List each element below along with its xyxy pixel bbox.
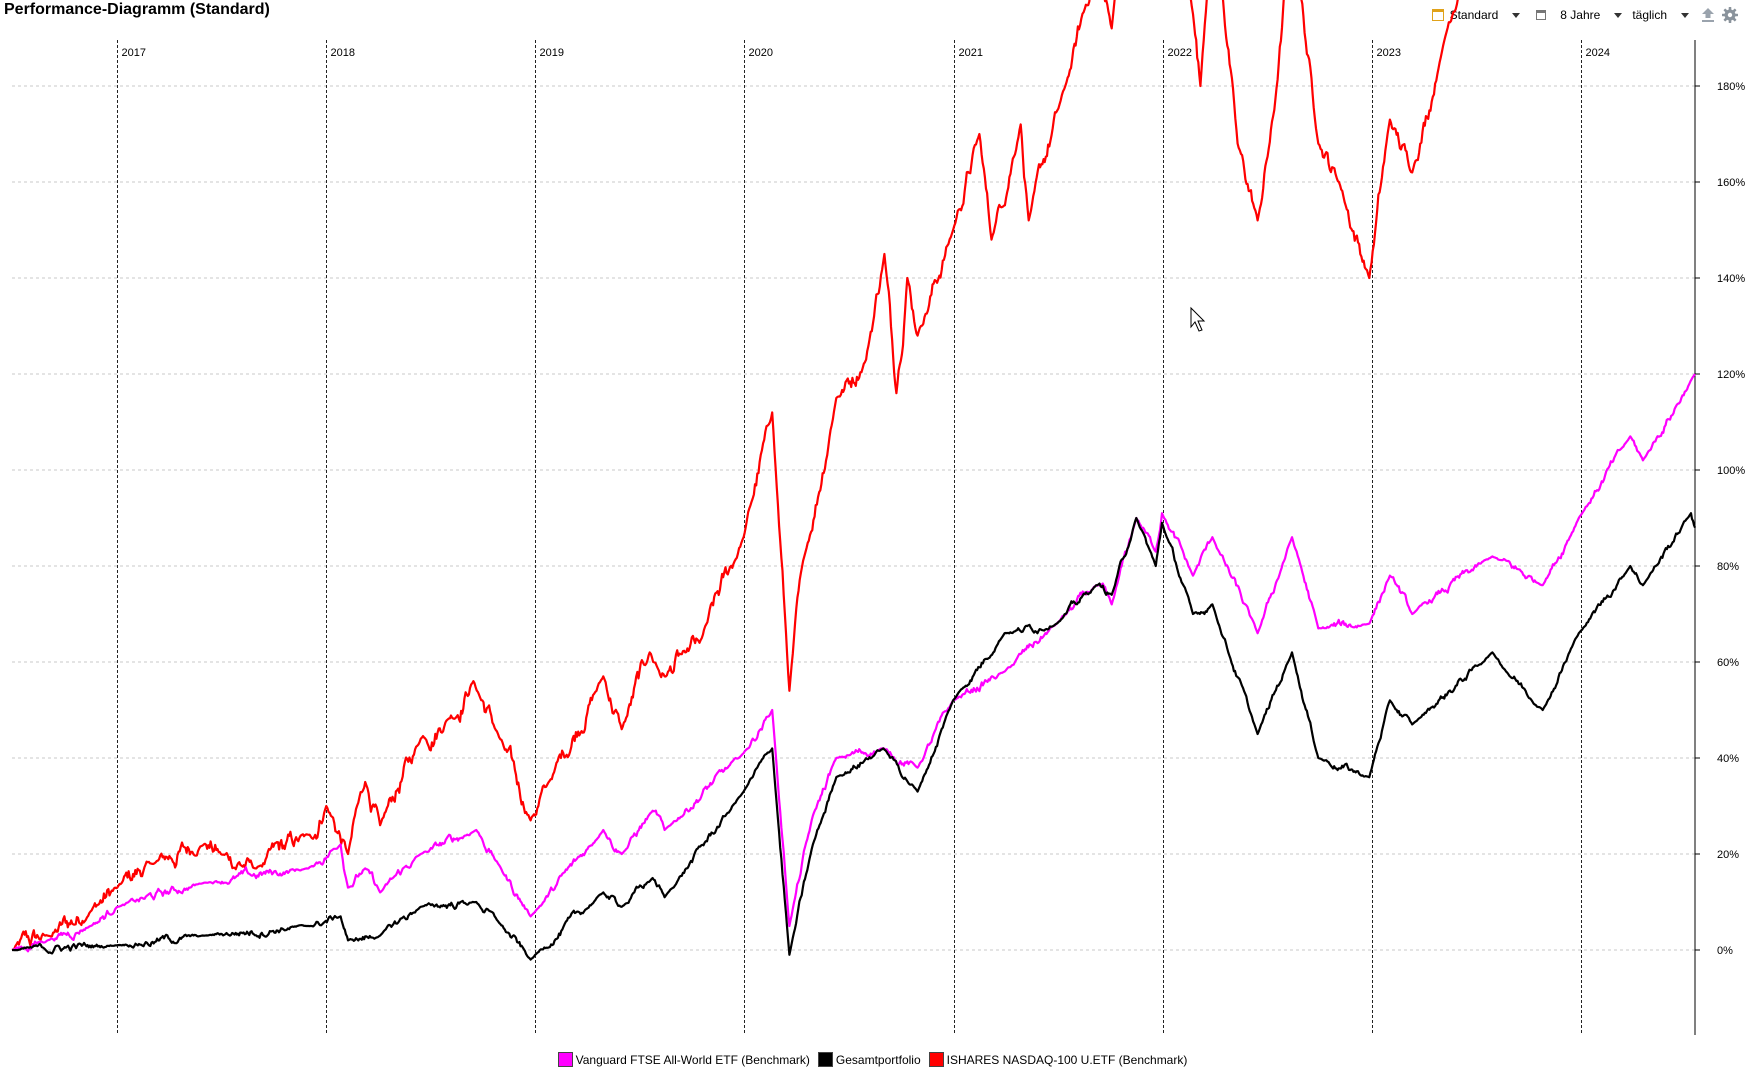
chart-legend: Vanguard FTSE All-World ETF (Benchmark) … xyxy=(0,1052,1745,1067)
legend-label: Vanguard FTSE All-World ETF (Benchmark) xyxy=(575,1052,810,1067)
x-tick-label: 2019 xyxy=(540,47,564,59)
calendar-icon xyxy=(1431,9,1444,21)
x-tick-label: 2017 xyxy=(122,47,146,59)
chevron-down-icon[interactable] xyxy=(1681,12,1689,18)
x-tick-label: 2020 xyxy=(749,47,773,59)
x-tick-label: 2021 xyxy=(959,47,983,59)
x-tick-label: 2023 xyxy=(1377,47,1401,59)
y-tick-label: 20% xyxy=(1717,849,1739,861)
legend-item-vanguard[interactable]: Vanguard FTSE All-World ETF (Benchmark) xyxy=(557,1052,810,1067)
series-line-vanguard-ftse-all-world-etf-benchmark xyxy=(11,373,1696,953)
period-select-label: 8 Jahre xyxy=(1560,8,1601,22)
view-select[interactable]: Standard xyxy=(1431,8,1521,22)
legend-label: ISHARES NASDAQ-100 U.ETF (Benchmark) xyxy=(946,1052,1188,1067)
y-tick-label: 140% xyxy=(1717,273,1745,285)
y-tick-label: 60% xyxy=(1717,657,1739,669)
window-restore-icon[interactable] xyxy=(1536,10,1547,20)
x-tick-label: 2018 xyxy=(331,47,355,59)
y-tick-label: 100% xyxy=(1717,465,1745,477)
x-tick-label: 2022 xyxy=(1168,47,1192,59)
view-select-label: Standard xyxy=(1449,8,1499,22)
period-select[interactable]: 8 Jahre xyxy=(1560,8,1623,22)
legend-swatch-magenta xyxy=(557,1052,573,1067)
series-line-gesamtportfolio xyxy=(12,512,1697,961)
y-tick-label: 0% xyxy=(1717,945,1733,957)
page-title: Performance-Diagramm (Standard) xyxy=(4,1,270,18)
interval-select-label: täglich xyxy=(1632,8,1667,22)
y-tick-label: 80% xyxy=(1717,561,1739,573)
legend-label: Gesamtportfolio xyxy=(835,1052,921,1067)
legend-item-nasdaq[interactable]: ISHARES NASDAQ-100 U.ETF (Benchmark) xyxy=(928,1052,1188,1067)
y-tick-label: 180% xyxy=(1717,81,1745,93)
legend-swatch-red xyxy=(928,1052,944,1067)
export-icon[interactable] xyxy=(1699,6,1717,24)
performance-chart[interactable]: 380%360%340%320%300%280%260%240%220%200%… xyxy=(0,0,1745,1040)
gear-icon[interactable] xyxy=(1721,6,1739,24)
chevron-down-icon[interactable] xyxy=(1614,12,1623,18)
y-tick-label: 40% xyxy=(1717,753,1739,765)
y-tick-label: 160% xyxy=(1717,177,1745,189)
chevron-down-icon[interactable] xyxy=(1512,12,1521,18)
interval-select[interactable]: täglich xyxy=(1632,8,1689,22)
y-tick-label: 120% xyxy=(1717,369,1745,381)
series-line-ishares-nasdaq-100-u-etf-benchmark xyxy=(11,0,1459,952)
legend-swatch-black xyxy=(817,1052,833,1067)
legend-item-gesamtportfolio[interactable]: Gesamtportfolio xyxy=(817,1052,921,1067)
mouse-cursor-icon xyxy=(1190,306,1206,332)
x-tick-label: 2024 xyxy=(1586,47,1610,59)
chart-toolbar: Standard 8 Jahre täglich xyxy=(1431,4,1739,26)
